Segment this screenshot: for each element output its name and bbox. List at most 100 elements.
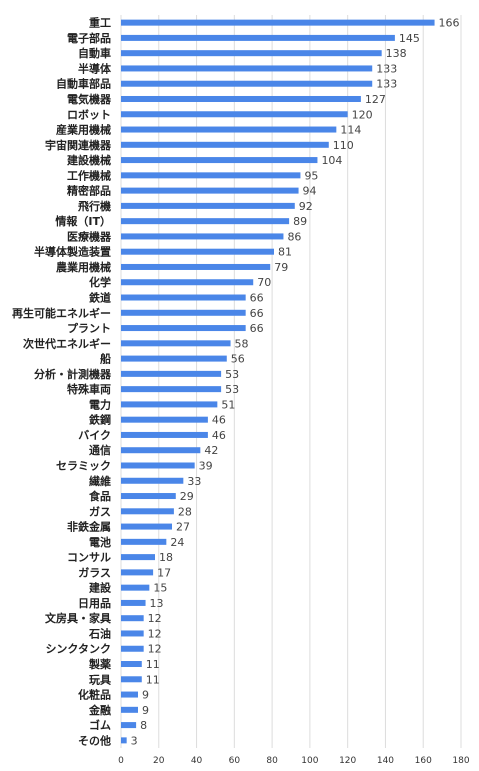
category-label: 建設機械	[67, 153, 111, 167]
category-label: 重工	[89, 16, 111, 30]
bar	[121, 279, 254, 286]
bar	[121, 462, 195, 469]
category-label: 日用品	[78, 597, 111, 610]
category-label: 工作機械	[67, 168, 111, 182]
bar	[121, 355, 227, 362]
category-label: 宇宙関連機器	[45, 138, 112, 152]
value-label: 79	[274, 261, 288, 274]
bar	[121, 706, 138, 713]
bar	[121, 554, 155, 561]
value-label: 89	[293, 215, 307, 228]
value-label: 166	[439, 17, 460, 30]
category-label: コンサル	[67, 551, 111, 564]
bar	[121, 386, 222, 393]
x-tick-label: 140	[377, 756, 394, 766]
category-label: 精密部品	[67, 184, 111, 198]
value-label: 133	[376, 78, 397, 91]
x-tick-label: 180	[452, 756, 469, 766]
category-label: 船	[100, 352, 111, 366]
category-label: 農業用機械	[56, 260, 111, 274]
category-label: 玩具	[89, 673, 111, 686]
bar	[121, 141, 329, 148]
bar	[121, 615, 144, 622]
value-label: 9	[142, 689, 149, 702]
bar	[121, 157, 318, 164]
x-axis-ticks: 0 20 40 60 80 100 120 140 160 180	[118, 756, 470, 766]
bar	[121, 294, 246, 301]
value-label: 138	[386, 47, 407, 60]
bar	[121, 34, 395, 41]
category-label: 通信	[89, 443, 111, 457]
value-label: 33	[187, 475, 201, 488]
value-label: 27	[176, 521, 190, 534]
category-label: 産業用機械	[56, 123, 111, 137]
value-label: 114	[340, 124, 361, 137]
value-label: 70	[257, 276, 271, 289]
value-label: 13	[150, 597, 164, 610]
value-label: 110	[333, 139, 354, 152]
category-label: 電力	[89, 397, 111, 411]
bar	[121, 248, 274, 255]
category-label: 飛行機	[77, 199, 111, 213]
category-label: ロボット	[67, 107, 111, 121]
value-label: 42	[204, 444, 218, 457]
value-label: 86	[287, 230, 301, 243]
bar	[121, 661, 142, 668]
bar	[121, 493, 176, 500]
bar	[121, 218, 290, 225]
value-label: 28	[178, 505, 192, 518]
bar	[121, 325, 246, 332]
value-label: 3	[131, 734, 138, 747]
bar	[121, 722, 137, 729]
value-label: 15	[153, 582, 167, 595]
bar	[121, 263, 271, 270]
category-label: プラント	[67, 321, 111, 335]
bar	[121, 50, 382, 57]
category-label: 化粧品	[78, 688, 111, 702]
bar	[121, 126, 337, 133]
category-label: 半導体	[78, 61, 112, 75]
value-label: 29	[180, 490, 194, 503]
category-label: 電池	[89, 535, 111, 549]
category-label: ガラス	[78, 565, 111, 579]
x-tick-label: 120	[339, 756, 356, 766]
bar	[121, 202, 295, 209]
value-label: 145	[399, 32, 420, 45]
bar	[121, 508, 174, 515]
value-label: 104	[321, 154, 342, 167]
category-label: シンクタンク	[45, 643, 111, 656]
value-label: 127	[365, 93, 386, 106]
category-label: 自動車	[78, 46, 111, 60]
value-label: 133	[376, 62, 397, 75]
x-tick-label: 0	[118, 756, 124, 766]
bar	[121, 19, 435, 26]
value-label: 95	[304, 169, 318, 182]
category-label: 医療機器	[67, 229, 112, 243]
category-label: ガス	[89, 504, 111, 518]
value-label: 24	[170, 536, 184, 549]
bar	[121, 645, 144, 652]
grid-lines	[120, 15, 462, 748]
category-label: 次世代エネルギー	[23, 336, 111, 350]
category-label: 分析・計測機器	[34, 367, 112, 381]
value-label: 46	[212, 429, 226, 442]
value-label: 94	[303, 185, 317, 198]
bar	[121, 416, 208, 423]
value-label: 120	[352, 108, 373, 121]
value-label: 9	[142, 704, 149, 717]
value-label: 11	[146, 658, 160, 671]
category-label: 半導体製造装置	[34, 245, 111, 259]
category-label: 鉄道	[89, 291, 111, 305]
category-label: 製薬	[88, 657, 112, 671]
value-label: 66	[250, 322, 264, 335]
category-label: 文房具・家具	[45, 611, 111, 625]
category-label: 自動車部品	[56, 77, 111, 91]
value-label: 12	[148, 627, 162, 640]
bars	[121, 19, 435, 744]
category-label: 化学	[89, 275, 111, 289]
bar	[121, 431, 208, 438]
category-label: その他	[78, 733, 111, 747]
value-label: 12	[148, 643, 162, 656]
category-label: 建設	[89, 581, 112, 595]
category-label: 金融	[88, 703, 111, 717]
